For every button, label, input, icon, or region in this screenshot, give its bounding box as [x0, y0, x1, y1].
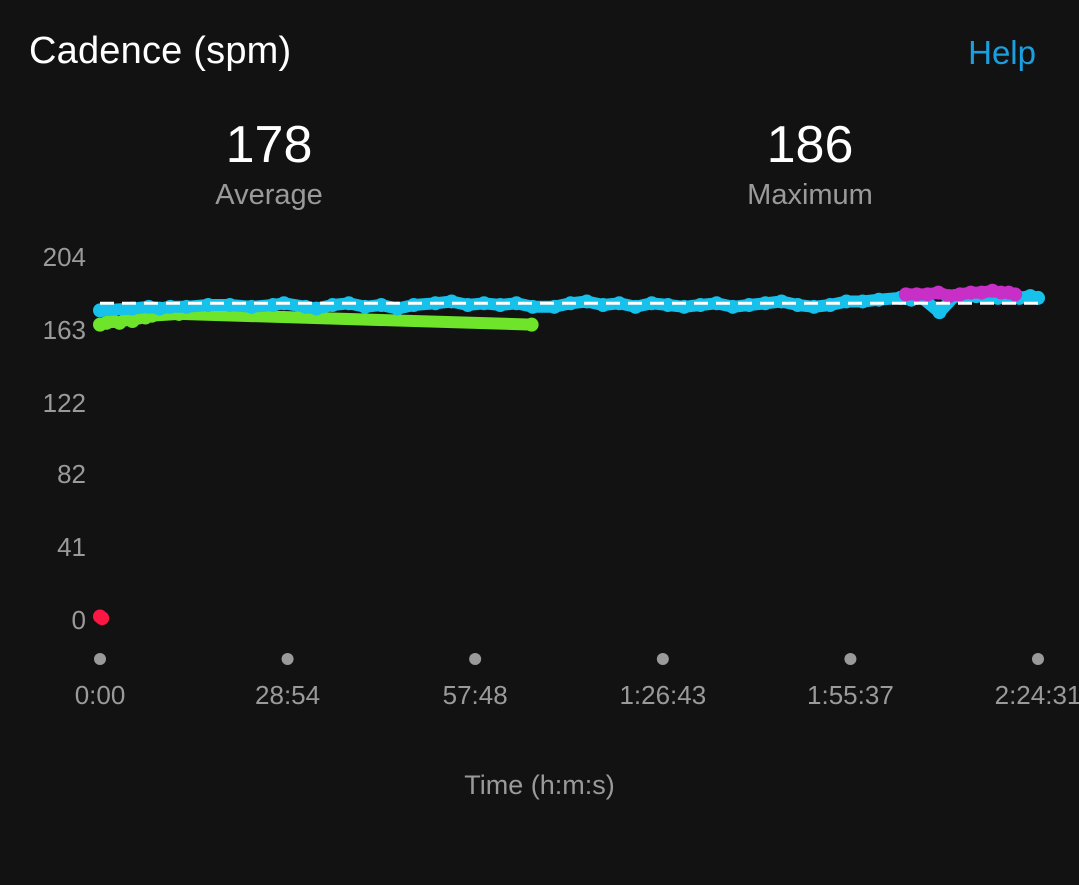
x-axis: 0:00 28:54 57:48 1:26:43 1:55:37 2:24:31 [75, 653, 1079, 710]
x-tick-dot [844, 653, 857, 665]
data-point [125, 301, 140, 316]
data-point [909, 287, 924, 302]
data-point [493, 298, 508, 313]
x-tick-label: 28:54 [255, 680, 320, 710]
data-point [460, 298, 475, 313]
maximum-value: 186 [766, 116, 854, 174]
data-point [920, 287, 935, 302]
data-point [774, 294, 789, 309]
y-tick-label: 122 [43, 388, 86, 418]
average-label: Average [215, 179, 323, 211]
data-point [1008, 287, 1023, 302]
data-point [309, 301, 324, 316]
x-tick-dot [656, 653, 669, 665]
data-point [931, 285, 946, 300]
data-point [390, 301, 405, 316]
x-tick-label: 2:24:31 [995, 680, 1079, 710]
data-point [509, 296, 524, 311]
y-tick-label: 41 [57, 532, 86, 562]
data-point [596, 298, 611, 313]
data-point [524, 317, 539, 332]
x-tick-label: 57:48 [443, 680, 508, 710]
x-tick-label: 0:00 [75, 680, 126, 710]
y-axis: 204 163 122 82 41 0 [43, 242, 86, 635]
data-point [579, 294, 594, 309]
data-point [95, 611, 110, 626]
data-point [790, 298, 805, 313]
x-tick-dot [469, 653, 482, 665]
y-tick-label: 82 [57, 459, 86, 489]
x-axis-label: Time (h:m:s) [464, 770, 615, 800]
data-point [444, 294, 459, 309]
data-point [942, 289, 957, 304]
data-point [839, 294, 854, 309]
average-stat: 178 Average [119, 115, 419, 215]
x-tick-dot [94, 653, 106, 665]
data-point [152, 301, 167, 316]
help-link[interactable]: Help [968, 34, 1036, 71]
data-point [1031, 290, 1045, 305]
data-point [93, 303, 107, 318]
data-point [222, 298, 237, 313]
average-value: 178 [225, 116, 313, 174]
y-tick-label: 0 [72, 605, 86, 635]
page-title: Cadence (spm) [29, 30, 292, 72]
data-point [693, 298, 708, 313]
cadence-chart: 204 163 122 82 41 0 0:00 28:54 57:48 1:26:43 1:55… [43, 242, 1079, 710]
x-tick-dot [281, 653, 294, 665]
data-point [974, 285, 989, 300]
data-point [742, 298, 757, 313]
x-tick-label: 1:26:43 [619, 680, 706, 710]
data-point [932, 305, 947, 320]
data-point [374, 298, 389, 313]
data-point [201, 298, 216, 313]
y-tick-label: 163 [43, 315, 86, 345]
data-point [898, 287, 913, 302]
data-point [660, 298, 675, 313]
maximum-label: Maximum [747, 179, 873, 211]
maximum-stat: 186 Maximum [660, 115, 960, 215]
data-point [266, 298, 281, 313]
data-point [823, 298, 838, 313]
data-point [963, 285, 978, 300]
plot-area [93, 283, 1045, 626]
data-point [325, 298, 340, 313]
x-tick-label: 1:55:37 [807, 680, 894, 710]
series-zone_red [93, 609, 110, 626]
y-tick-label: 204 [43, 242, 86, 272]
data-point [953, 287, 968, 302]
series-zone_purple [898, 283, 1023, 304]
x-tick-dot [1032, 653, 1044, 665]
data-point [855, 294, 870, 309]
data-point [406, 298, 421, 313]
